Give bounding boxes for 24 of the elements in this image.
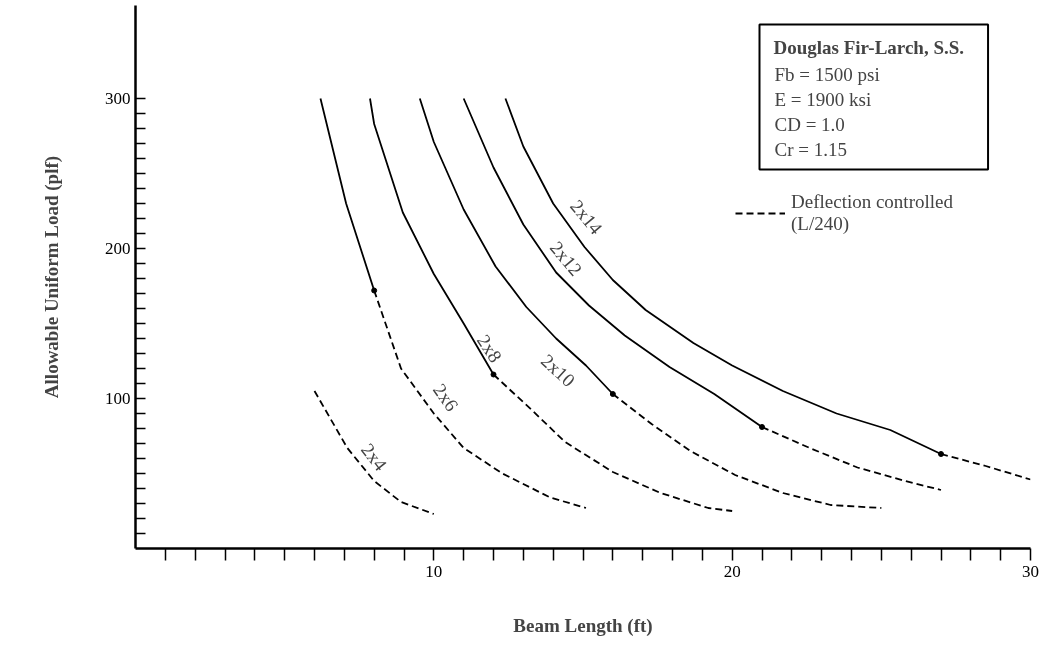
annotation: Douglas Fir-Larch, S.S. [773,36,965,58]
annotation: 2x10 [537,349,580,392]
y-tick-label: 100 [105,389,131,408]
x-axis-title: Beam Length (ft) [513,614,653,637]
y-tick-label: 200 [105,239,131,258]
annotation: 2x8 [472,330,507,367]
point [609,391,616,397]
annotation: CD = 1.0 [774,113,845,135]
annotation: 2x6 [429,379,463,416]
annotation: 2x4 [357,439,392,476]
annotation: Cr = 1.15 [774,138,847,160]
point [490,371,497,378]
line-series [313,390,435,515]
point [371,287,378,294]
x-tick-label: 30 [1022,561,1039,581]
point [938,451,944,457]
y-tick-label: 300 [105,89,131,108]
legend-label: Deflection controlled (L/240) [791,191,953,235]
x-tick-label: 20 [723,561,741,581]
x-tick-label: 10 [425,561,443,581]
point [759,424,765,430]
y-axis-title: Allowable Uniform Load (plf) [41,155,63,399]
annotation: E = 1900 ksi [774,88,872,110]
annotation: Fb = 1500 psi [774,63,880,85]
